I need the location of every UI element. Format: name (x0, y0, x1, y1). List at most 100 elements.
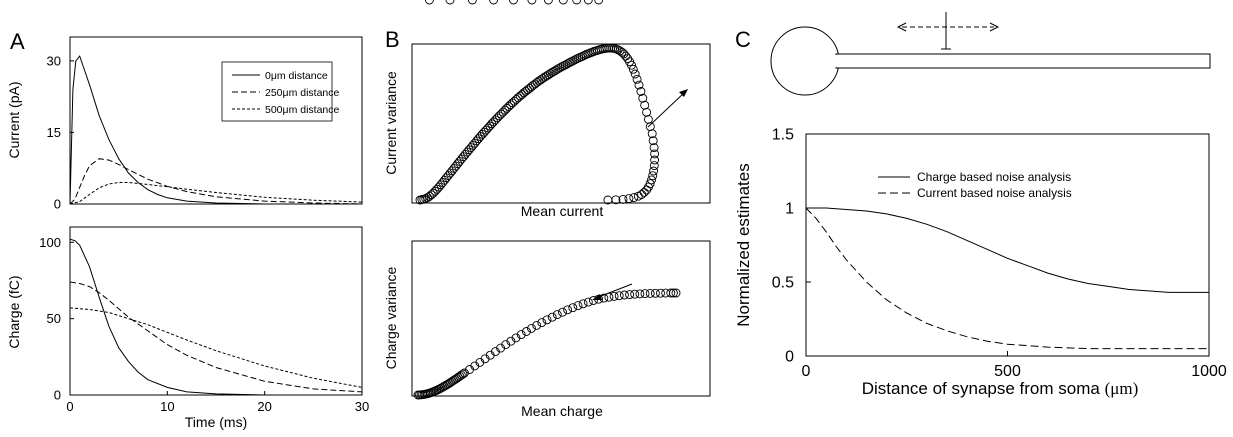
data-point (642, 107, 652, 117)
data-point (527, 0, 537, 5)
chart-b-top: Current variance Mean current (383, 0, 711, 219)
data-point (558, 0, 568, 5)
data-point (624, 194, 634, 204)
direction-arrow (595, 283, 633, 299)
series-line-long-dash (69, 281, 363, 393)
data-point (444, 379, 454, 388)
x-tick-label: 0 (66, 399, 73, 414)
soma-circle (770, 26, 840, 96)
data-point (649, 143, 659, 153)
arrow-head-left (896, 22, 907, 32)
y-tick-label: 50 (47, 311, 61, 326)
series-line-short-dash (69, 182, 363, 205)
arrow-head-right (989, 22, 1000, 32)
data-point (627, 60, 636, 70)
chart-b-bottom: Charge variance Mean charge (383, 240, 711, 419)
data-point (552, 310, 562, 320)
x-axis-label: Distance of synapse from soma (μm) (862, 379, 1139, 398)
y-axis-label: Charge variance (383, 266, 399, 369)
data-point (639, 187, 649, 197)
data-point (650, 155, 660, 165)
data-point (455, 371, 465, 381)
plot-frame (411, 43, 711, 204)
data-point (629, 193, 639, 203)
data-point (656, 288, 665, 298)
data-point (467, 0, 477, 5)
chart-c: 0 0.5 1 1.5 0 500 1000 Normalized estimates D… (734, 127, 1227, 398)
chart-a-top: 0 15 30 Current (pA) 0μm distance 250μm di… (6, 36, 363, 212)
x-tick-label: 20 (257, 399, 271, 414)
direction-arrow (647, 91, 686, 128)
series-line-long-dash (69, 158, 363, 205)
data-point (649, 161, 659, 171)
x-axis-label-text: Distance of synapse from soma (862, 379, 1101, 398)
plot-frame (411, 240, 711, 397)
data-point (649, 166, 659, 176)
series-line-solid (69, 238, 362, 396)
data-point (453, 372, 463, 382)
data-point (583, 0, 593, 5)
legend-label: 500μm distance (265, 104, 340, 116)
data-point (501, 340, 511, 350)
data-point (636, 87, 646, 96)
data-point (648, 171, 658, 181)
data-point (614, 291, 624, 301)
data-point (645, 122, 655, 132)
series-line-long-dash (805, 207, 1209, 350)
data-point (446, 378, 455, 387)
series-line-solid (806, 207, 1209, 293)
data-point (583, 297, 593, 307)
data-point (511, 333, 521, 343)
panel-label-a: A (10, 29, 25, 54)
data-point (573, 301, 583, 311)
data-point (537, 318, 547, 328)
data-point (445, 0, 455, 5)
data-point (509, 0, 518, 5)
data-point (668, 288, 678, 298)
plot-frame (805, 133, 1210, 357)
data-point (633, 191, 643, 201)
x-tick-label: 30 (355, 399, 369, 414)
data-point (642, 185, 652, 195)
y-tick-label: 0 (54, 388, 61, 403)
data-point (563, 305, 573, 315)
data-point (650, 149, 660, 159)
y-axis-label: Current (pA) (6, 81, 22, 158)
panel-label-b: B (385, 27, 400, 52)
data-point (632, 74, 642, 84)
neuron-diagram (770, 12, 1211, 96)
x-axis-label: Mean current (521, 203, 604, 219)
data-point (527, 323, 536, 333)
series-line-short-dash (69, 307, 363, 388)
data-point (456, 370, 466, 380)
data-point (638, 93, 648, 103)
data-point (458, 369, 468, 379)
data-point (603, 195, 613, 205)
x-tick-label: 1000 (1191, 363, 1227, 380)
panel-label-c: C (735, 27, 751, 52)
data-point (647, 129, 657, 139)
y-tick-label: 1 (785, 201, 794, 218)
data-point (452, 373, 462, 383)
legend-label: 250μm distance (265, 87, 340, 99)
dendrite-cable (835, 53, 1211, 69)
data-point (647, 175, 656, 185)
plot-frame (69, 36, 363, 205)
data-point (489, 0, 499, 5)
data-point (594, 0, 604, 5)
y-axis-label: Current variance (383, 71, 399, 175)
y-tick-label: 30 (47, 53, 61, 68)
data-point (640, 100, 650, 110)
y-tick-label: 15 (47, 125, 61, 140)
arrow-head (592, 294, 602, 300)
data-point (630, 289, 640, 299)
data-point (558, 307, 567, 317)
data-point (650, 288, 660, 298)
y-tick-label: 0 (54, 197, 61, 212)
legend-label: Current based noise analysis (917, 186, 1072, 200)
x-tick-label: 0 (802, 363, 811, 380)
data-point (574, 53, 584, 63)
data-point (625, 290, 635, 300)
y-tick-label: 0 (785, 349, 794, 366)
